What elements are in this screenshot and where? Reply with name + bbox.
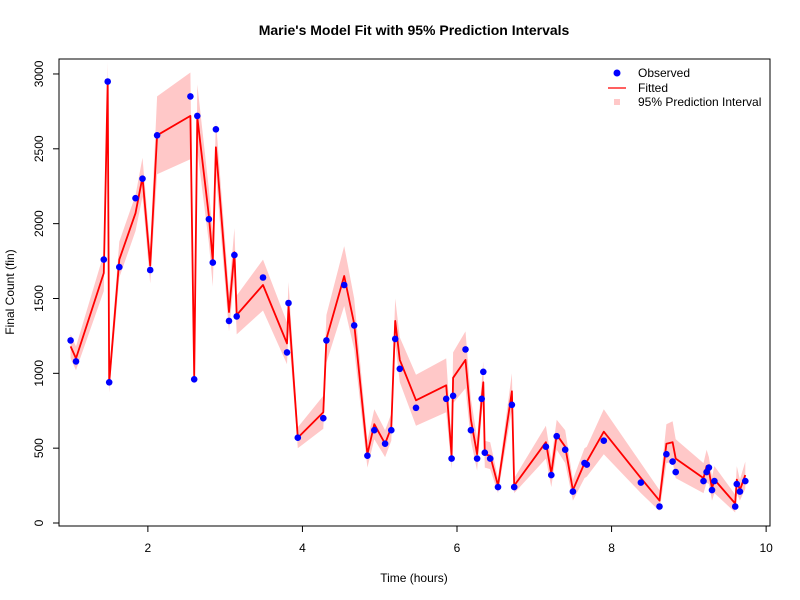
observed-point (478, 395, 486, 403)
legend-interval-label: 95% Prediction Interval (638, 95, 761, 109)
x-tick-label: 6 (454, 541, 461, 555)
observed-point (67, 337, 74, 344)
observed-point (388, 426, 395, 434)
observed-point (396, 365, 404, 373)
x-tick-label: 8 (608, 541, 615, 555)
observed-point (553, 432, 560, 440)
observed-point (448, 455, 455, 462)
observed-point (561, 446, 569, 454)
observed-point (569, 488, 577, 495)
observed-point (320, 414, 327, 422)
observed-point (205, 215, 213, 223)
observed-point (285, 299, 292, 307)
observed-point (104, 78, 111, 85)
observed-point (508, 401, 516, 409)
observed-point (364, 452, 371, 460)
legend-interval-marker (614, 99, 620, 105)
legend-observed-label: Observed (638, 66, 690, 80)
fitted-line (69, 80, 747, 505)
observed-point (486, 455, 494, 462)
observed-point (708, 486, 716, 494)
observed-point (194, 112, 201, 120)
observed-point (225, 317, 233, 325)
observed-point (153, 132, 161, 139)
y-axis-label: Final Count (fin) (3, 249, 17, 334)
prediction-interval-band (70, 62, 746, 513)
x-tick-label: 4 (299, 541, 306, 555)
observed-point (473, 455, 481, 462)
y-axis-ticks: 0 500 1000 1500 2000 2500 3000 (32, 60, 59, 526)
observed-point (656, 503, 663, 510)
observed-point (542, 443, 550, 451)
observed-point (672, 468, 679, 476)
y-tick-label: 500 (32, 438, 46, 458)
observed-point (736, 488, 744, 495)
observed-point (132, 194, 139, 202)
observed-point (391, 335, 399, 343)
y-tick-label: 3000 (32, 60, 46, 87)
observed-point (462, 346, 469, 353)
observed-point (711, 477, 718, 485)
observed-point (100, 256, 108, 263)
observed-point (212, 126, 220, 133)
observed-point (146, 266, 154, 274)
legend-fitted-label: Fitted (638, 81, 668, 95)
observed-point (731, 503, 739, 510)
observed-point (733, 480, 741, 488)
observed-point (116, 263, 123, 271)
observed-point (481, 449, 489, 457)
observed-point (381, 440, 389, 448)
prediction-interval-band-layer (70, 62, 746, 513)
fitted-line-layer (69, 80, 747, 505)
observed-point (323, 337, 330, 344)
observed-point (231, 251, 238, 259)
observed-point (700, 477, 707, 485)
observed-point (209, 259, 217, 266)
observed-point (412, 404, 420, 412)
observed-point (669, 458, 676, 465)
observed-point (742, 477, 749, 485)
y-tick-label: 1500 (32, 285, 46, 312)
observed-point (637, 479, 645, 486)
observed-point (294, 434, 302, 442)
x-tick-label: 2 (145, 541, 152, 555)
observed-point (510, 483, 518, 491)
observed-point (259, 274, 267, 281)
y-tick-label: 1000 (32, 360, 46, 387)
observed-point (705, 464, 713, 471)
observed-point (233, 313, 240, 320)
observed-point (190, 376, 198, 383)
observed-point (340, 281, 348, 289)
observed-point (467, 426, 475, 434)
x-tick-label: 10 (759, 541, 773, 555)
observed-points-layer (67, 78, 749, 510)
observed-point (187, 93, 194, 100)
observed-point (600, 437, 608, 445)
observed-point (139, 175, 146, 182)
plot-frame (58, 58, 771, 527)
observed-point (371, 426, 378, 434)
y-tick-label: 2000 (32, 210, 46, 237)
legend: Observed Fitted 95% Prediction Interval (608, 66, 761, 109)
observed-point (72, 358, 80, 365)
observed-point (663, 450, 670, 458)
chart-title: Marie's Model Fit with 95% Prediction In… (259, 22, 570, 38)
observed-point (283, 349, 291, 356)
observed-point (548, 471, 555, 479)
x-axis-label: Time (hours) (380, 571, 448, 585)
observed-point (105, 379, 113, 386)
x-axis-ticks: 2 4 6 8 10 (145, 526, 773, 555)
y-tick-label: 2500 (32, 135, 46, 162)
observed-point (442, 395, 450, 403)
observed-point (583, 461, 591, 468)
observed-point (350, 322, 358, 329)
observed-point (480, 368, 487, 376)
legend-observed-marker (613, 69, 621, 77)
observed-point (494, 483, 502, 491)
observed-point (449, 392, 457, 400)
y-tick-label: 0 (32, 519, 46, 526)
